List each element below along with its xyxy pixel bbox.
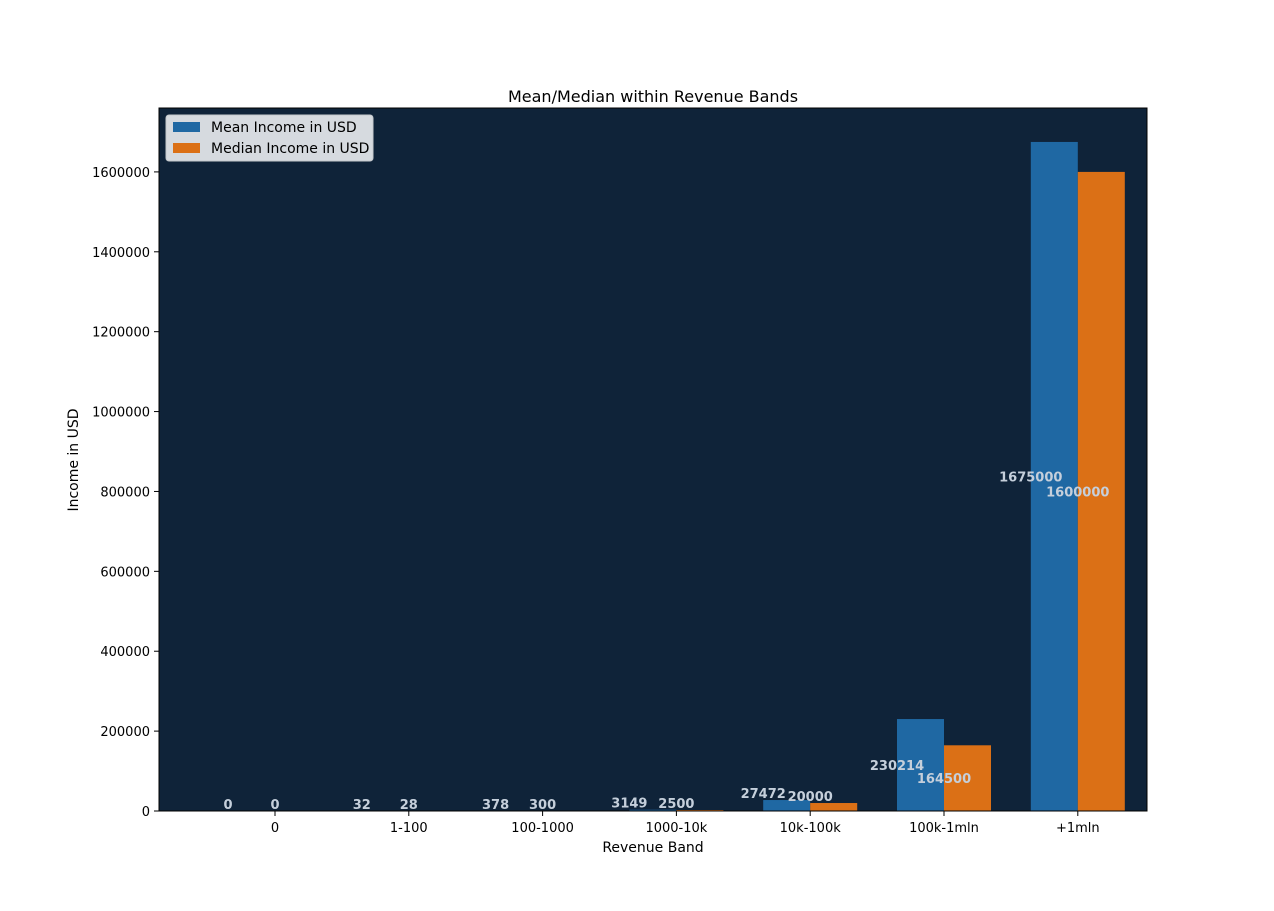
x-tick-label: 10k-100k (780, 821, 842, 836)
plot-area (159, 108, 1147, 811)
x-tick-label: 1000-10k (645, 821, 707, 836)
data-label: 32 (353, 798, 371, 813)
data-labels-layer: 0 0 32 28 378 300 3149 2500 27472 20000 2302141645… (223, 470, 1109, 813)
bar-median (944, 745, 991, 811)
bar-mean (629, 809, 677, 811)
x-axis-label: Revenue Band (602, 840, 703, 856)
data-label: 3149 (611, 797, 647, 812)
legend-box (165, 114, 374, 162)
y-axis: 0 200000 400000 600000 800000 1000000 1200000 1… (92, 166, 159, 820)
y-tick-label: 1000000 (92, 406, 150, 421)
y-tick-label: 1200000 (92, 326, 150, 341)
data-label: 0 (223, 798, 232, 813)
data-label: 164500 (917, 772, 971, 787)
x-tick-label: 1-100 (390, 821, 428, 836)
y-tick-label: 1400000 (92, 246, 150, 261)
plot-frame (158, 107, 1148, 812)
data-label: 378 (482, 798, 509, 813)
legend: Mean Income in USD Median Income in USD (165, 114, 374, 162)
legend-label-median: Median Income in USD (211, 141, 369, 157)
y-axis-label: Income in USD (66, 408, 82, 511)
y-tick-label: 800000 (100, 485, 150, 500)
y-tick-label: 1600000 (92, 166, 150, 181)
y-tick-label: 0 (142, 805, 150, 820)
bar-median (1077, 171, 1125, 812)
data-label: 28 (400, 798, 418, 813)
x-tick-label: 100k-1mln (909, 821, 979, 836)
chart-title: Mean/Median within Revenue Bands (508, 87, 798, 106)
data-label: 1675000 (999, 470, 1062, 485)
data-label: 300 (529, 798, 556, 813)
y-tick-label: 400000 (100, 645, 150, 660)
legend-label-mean: Mean Income in USD (211, 120, 357, 136)
x-tick-label: +1mln (1056, 821, 1100, 836)
legend-swatch-mean (173, 122, 200, 132)
legend-swatch-median (173, 143, 200, 153)
y-tick-label: 600000 (100, 565, 150, 580)
data-label: 0 (270, 798, 279, 813)
y-tick-label: 200000 (100, 725, 150, 740)
x-axis: 0 1-100 100-1000 1000-10k 10k-100k 100k-1mln +… (271, 811, 1100, 836)
x-tick-label: 0 (271, 821, 279, 836)
x-tick-label: 100-1000 (511, 821, 574, 836)
data-label: 27472 (741, 787, 786, 802)
bar-mean (1030, 141, 1078, 811)
data-label: 230214 (870, 759, 924, 774)
bars-layer (361, 141, 1125, 812)
data-label: 1600000 (1046, 485, 1109, 500)
data-label: 20000 (788, 790, 833, 805)
data-label: 2500 (658, 797, 694, 812)
bar-mean (897, 719, 944, 811)
bar-median (810, 803, 858, 811)
bar-mean (763, 800, 811, 811)
